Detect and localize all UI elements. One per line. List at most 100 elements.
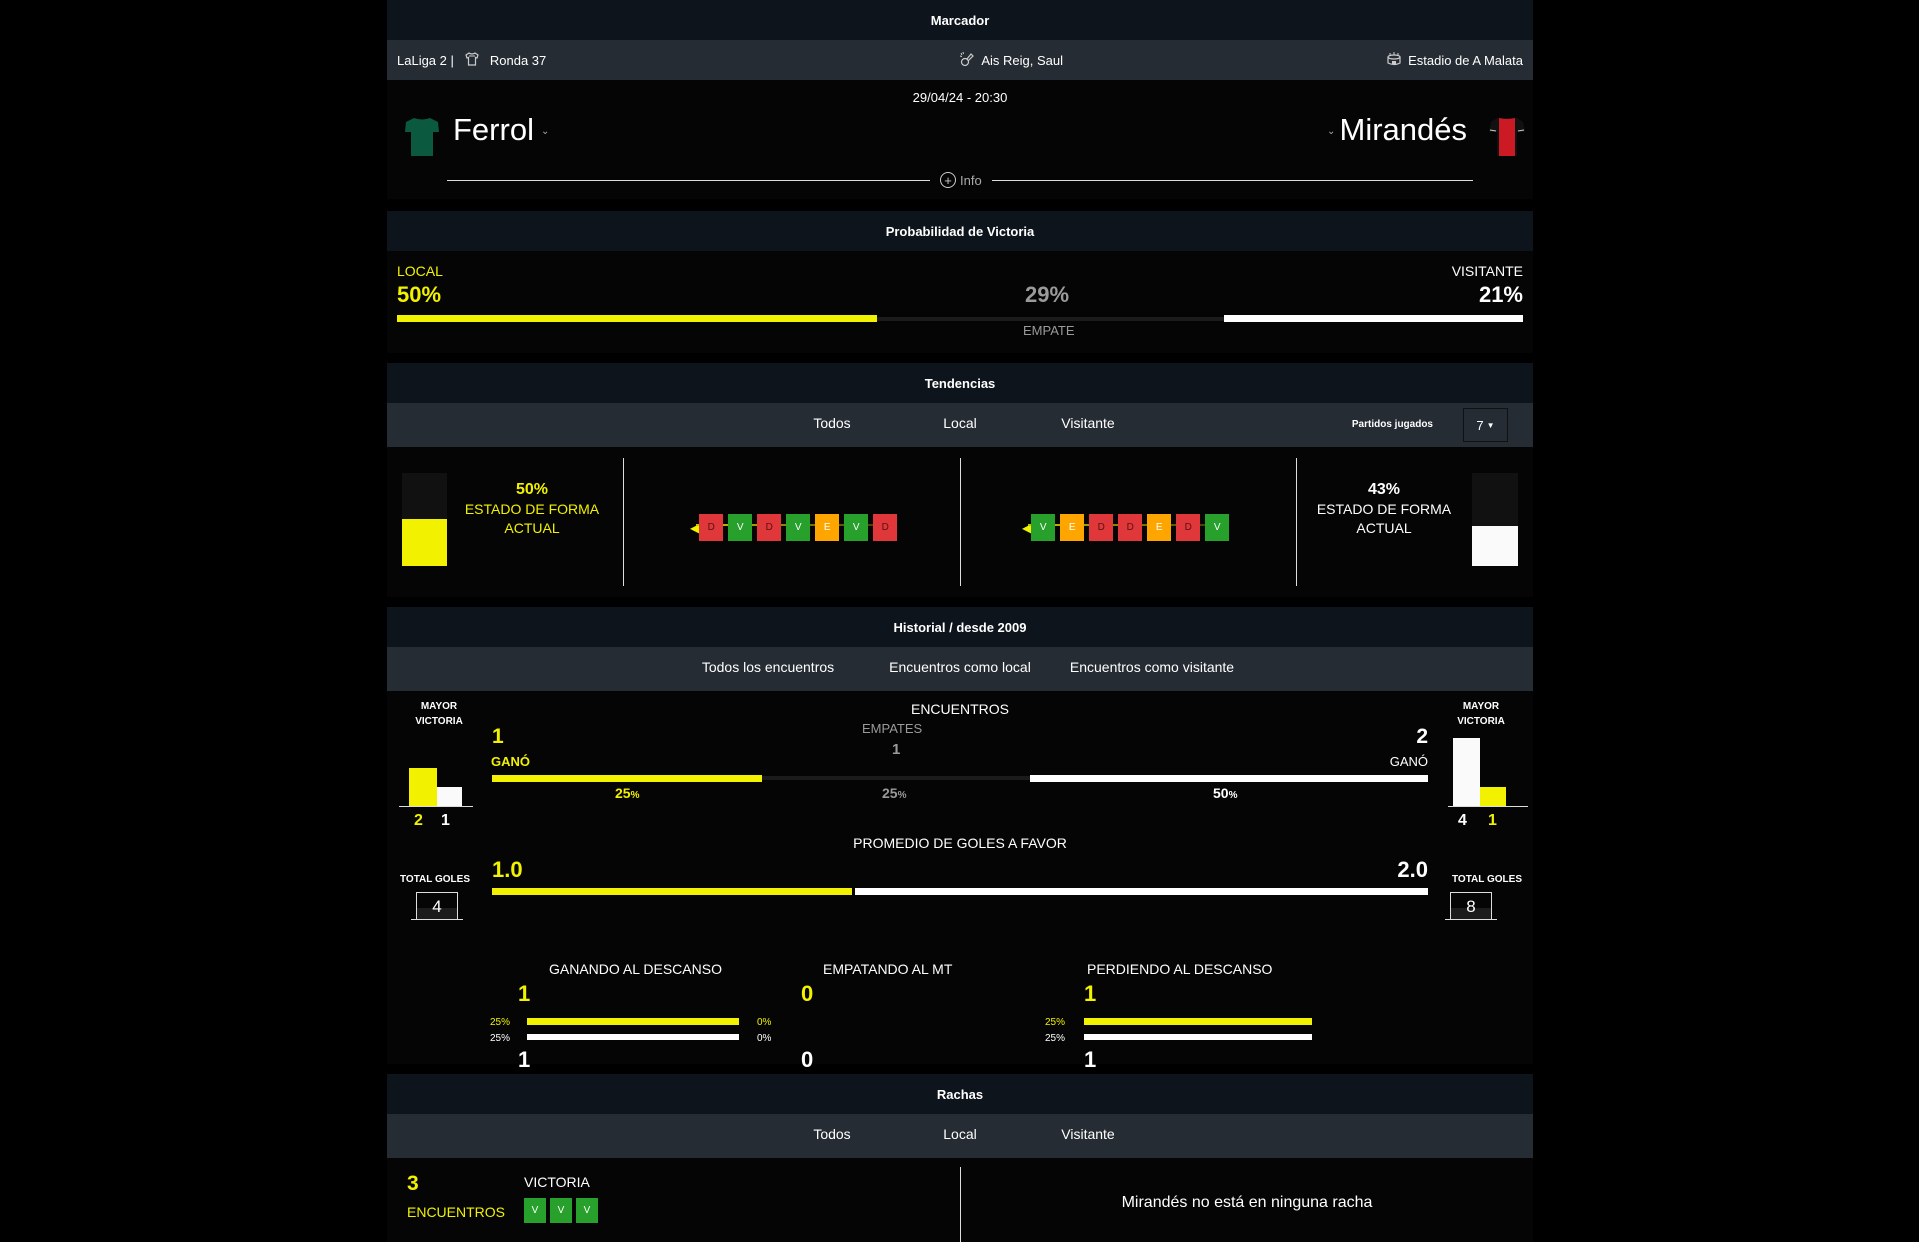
form-result-chip: E xyxy=(1147,514,1172,541)
away-wins-bar xyxy=(1030,775,1428,782)
form-result-chip: E xyxy=(1060,514,1085,541)
tab-tendencias-visitante[interactable]: Visitante xyxy=(1061,415,1115,431)
away-biggest-scored-bar xyxy=(1453,738,1480,806)
home-form-gauge-fill xyxy=(402,519,447,566)
form-result-chip: V xyxy=(550,1198,572,1223)
home-biggest-scored-bar xyxy=(409,768,437,806)
away-won-label: GANÓ xyxy=(1389,754,1428,769)
home-avg-goals: 1.0 xyxy=(492,857,523,882)
home-total-goals: 4 xyxy=(411,892,463,920)
plus-circle-icon: + xyxy=(940,172,956,188)
tab-rachas-visitante[interactable]: Visitante xyxy=(1061,1126,1115,1142)
form-result-chip: V xyxy=(524,1198,546,1223)
draw-pct: 29% xyxy=(1025,282,1070,307)
home-won-label: GANÓ xyxy=(491,754,530,769)
form-result-chip: D xyxy=(757,514,782,541)
form-result-chip: V xyxy=(1205,514,1230,541)
probabilidad-header: Probabilidad de Victoria xyxy=(387,211,1533,251)
away-avg-bar xyxy=(855,888,1428,895)
label: MAYOR xyxy=(420,701,458,712)
form-result-chip: E xyxy=(815,514,840,541)
marcador-title: Marcador xyxy=(930,12,990,28)
away-biggest-win-label: MAYOR VICTORIA xyxy=(1441,701,1521,727)
rachas-title: Rachas xyxy=(936,1086,984,1102)
home-form-gauge xyxy=(402,473,447,566)
whistle-icon xyxy=(959,51,975,70)
tab-encuentros-como-visitante[interactable]: Encuentros como visitante xyxy=(1069,659,1235,675)
home-form-text: 50% ESTADO DE FORMA ACTUAL xyxy=(457,481,607,536)
home-team-chevron-icon[interactable]: ⌄ xyxy=(541,126,550,137)
info-label: Info xyxy=(960,172,982,188)
halftime-away-value: 1 xyxy=(518,1047,531,1072)
form-result-chip: D xyxy=(873,514,898,541)
away-streak-message: Mirandés no está en ninguna racha xyxy=(1121,1194,1373,1211)
halftime-label: EMPATANDO AL MT xyxy=(823,961,953,977)
baseline xyxy=(399,806,473,807)
away-biggest-conceded: 1 xyxy=(1488,812,1497,829)
away-form-pct: 43% xyxy=(1367,481,1401,498)
home-jersey-icon xyxy=(404,116,440,156)
away-biggest-conceded-bar xyxy=(1480,787,1506,806)
label: VICTORIA xyxy=(415,716,463,727)
competition-label: LaLiga 2 | xyxy=(397,52,454,68)
info-divider-left xyxy=(447,180,930,181)
home-wins-pct: 25% xyxy=(615,785,640,801)
historial-header: Historial / desde 2009 xyxy=(387,607,1533,647)
away-team-name[interactable]: Mirandés xyxy=(1339,112,1468,147)
halftime-home-bar xyxy=(527,1018,739,1025)
tab-rachas-todos[interactable]: Todos xyxy=(813,1126,851,1142)
baseline xyxy=(1448,806,1528,807)
halftime-away-bar xyxy=(1084,1034,1312,1040)
away-form-text: 43% ESTADO DE FORMA ACTUAL xyxy=(1309,481,1459,536)
probability-track xyxy=(397,317,1523,321)
home-streak-type: VICTORIA xyxy=(524,1174,590,1190)
halftime-label: GANANDO AL DESCANSO xyxy=(549,961,722,977)
away-form-label1: ESTADO DE FORMA xyxy=(1316,501,1452,517)
label: VICTORIA xyxy=(1457,716,1505,727)
jersey-round-icon xyxy=(464,51,480,70)
away-wins: 2 xyxy=(1416,725,1428,748)
historial-title: Historial / desde 2009 xyxy=(893,619,1027,635)
halftime-home-bar xyxy=(1084,1018,1312,1025)
caret-down-icon: ▼ xyxy=(1486,420,1495,430)
played-select[interactable]: 7 ▼ xyxy=(1463,408,1508,442)
historial-tabs: Todos los encuentros Encuentros como loc… xyxy=(387,647,1533,695)
home-form-label2: ACTUAL xyxy=(504,520,560,536)
tab-encuentros-como-local[interactable]: Encuentros como local xyxy=(889,659,1031,675)
teams-block: 29/04/24 - 20:30 Ferrol ⌄ ⌄ Mirandés + I… xyxy=(387,80,1533,199)
form-result-chip: V xyxy=(844,514,869,541)
info-toggle-button[interactable]: + Info xyxy=(940,172,982,188)
home-team-name[interactable]: Ferrol xyxy=(453,112,534,147)
away-team-chevron-icon[interactable]: ⌄ xyxy=(1327,126,1336,137)
tab-todos-los-encuentros[interactable]: Todos los encuentros xyxy=(672,647,864,695)
divider xyxy=(1296,458,1297,586)
halftime-home-value: 1 xyxy=(518,981,531,1006)
home-biggest-win-label: MAYOR VICTORIA xyxy=(399,701,479,727)
home-biggest-scored: 2 xyxy=(414,812,423,829)
away-biggest-scored: 4 xyxy=(1458,812,1467,829)
form-result-chip: V xyxy=(576,1198,598,1223)
local-label: LOCAL xyxy=(397,263,443,279)
home-form-pct: 50% xyxy=(515,481,549,498)
form-result-chip: D xyxy=(1089,514,1114,541)
halftime-away-pct: 0% xyxy=(757,1033,772,1044)
info-divider-right xyxy=(992,180,1473,181)
form-result-chip: V xyxy=(1031,514,1056,541)
halftime-away-pct: 25% xyxy=(1045,1033,1066,1044)
halftime-home-value: 1 xyxy=(1084,981,1097,1006)
home-biggest-conceded-bar xyxy=(437,787,462,806)
divider xyxy=(960,458,961,586)
draw-label: EMPATE xyxy=(1023,323,1075,338)
rachas-header: Rachas xyxy=(387,1074,1533,1114)
visitor-prob-bar xyxy=(1224,315,1523,322)
halftime-home-pct: 25% xyxy=(490,1017,511,1028)
home-wins-bar xyxy=(492,775,762,782)
halftime-away-value: 0 xyxy=(801,1047,814,1072)
draws-value: 1 xyxy=(892,741,901,758)
tab-rachas-local[interactable]: Local xyxy=(896,1114,1024,1162)
tendencias-header: Tendencias xyxy=(387,363,1533,403)
tab-tendencias-todos[interactable]: Todos xyxy=(768,403,896,451)
tab-tendencias-local[interactable]: Local xyxy=(943,415,977,431)
label: MAYOR xyxy=(1462,701,1500,712)
